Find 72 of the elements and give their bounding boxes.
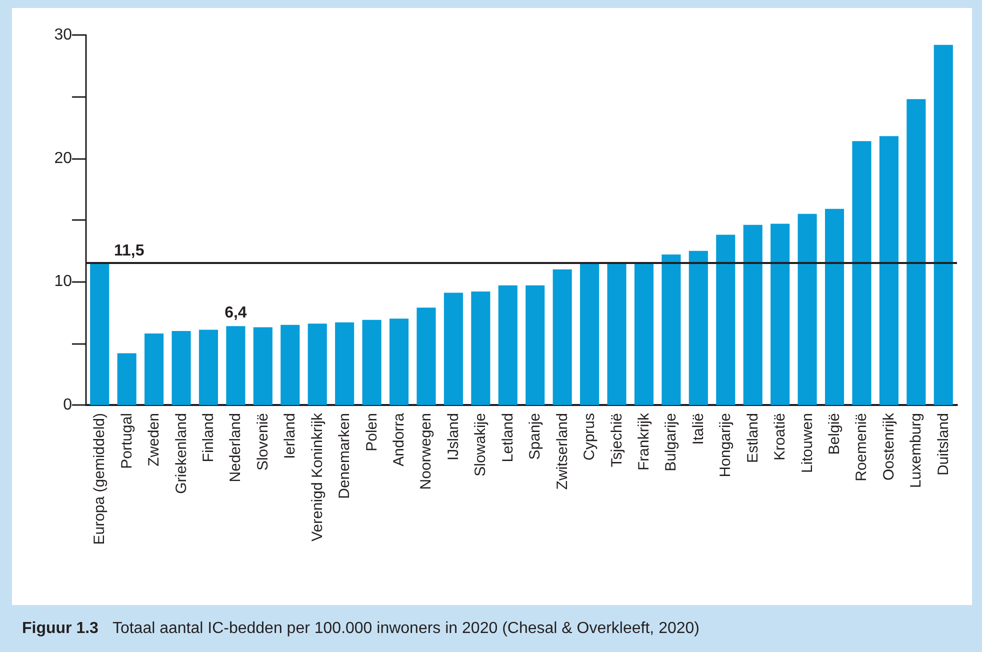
bar [471, 292, 490, 405]
bar [498, 285, 518, 405]
x-tick-label: Duitsland [934, 413, 952, 476]
bar [662, 254, 681, 405]
x-tick-label: Andorra [390, 412, 408, 466]
bar [117, 353, 136, 405]
x-tick-label: Griekenland [172, 413, 190, 494]
x-tick-label: Roemenië [853, 413, 870, 482]
y-tick-label: 0 [63, 396, 72, 414]
bar [335, 322, 354, 405]
x-tick-label: Hongarije [717, 413, 734, 478]
bar [580, 263, 600, 405]
bar [824, 208, 844, 405]
x-tick-label: Polen [363, 413, 380, 452]
bar [688, 250, 708, 405]
y-tick-label: 20 [54, 150, 72, 167]
bar [634, 263, 654, 405]
x-tick-label: Cyprus [581, 413, 598, 461]
x-tick-label: Ierland [282, 413, 299, 459]
bar [934, 44, 953, 405]
x-tick-label: Oostenrijk [880, 412, 898, 481]
x-tick-label: Estland [744, 413, 762, 464]
x-tick-label: IJsland [444, 413, 462, 461]
x-tick-label: Bulgarije [662, 413, 680, 472]
bar [743, 224, 762, 405]
x-tick-label: Denemarken [336, 413, 354, 499]
bar [198, 330, 218, 405]
bar [770, 224, 790, 405]
bar [362, 320, 382, 405]
bar [226, 326, 246, 405]
x-tick-label: Portugal [118, 413, 136, 469]
bar [280, 324, 300, 405]
x-tick-label: Noorwegen [418, 413, 435, 490]
x-tick-label: Zwitserland [554, 413, 571, 490]
x-tick-label: Luxemburg [908, 413, 925, 488]
bar [308, 324, 327, 405]
x-tick-label: Nederland [227, 413, 244, 482]
x-tick-label: Slowakije [472, 413, 490, 476]
bar [444, 292, 463, 405]
x-tick-label: Kroatië [772, 413, 789, 461]
bar [607, 263, 626, 405]
bar [716, 234, 736, 405]
bar [852, 141, 872, 405]
bar [253, 327, 272, 405]
bar [416, 308, 436, 405]
text: Totaal aantal IC-bedden per 100.000 inwoners in 2020 (Chesal & Overkleeft, 2020) [112, 620, 700, 637]
x-tick-label: Slovenië [254, 413, 272, 471]
x-tick-label: Frankrijk [635, 412, 652, 471]
x-tick-label: Finland [200, 413, 217, 462]
data-label: 6,4 [224, 304, 247, 322]
bar [906, 99, 926, 405]
bar [879, 136, 898, 405]
x-tick-label: Litouwen [798, 413, 816, 474]
x-tick-label: België [826, 413, 844, 455]
x-tick-label: Italië [690, 413, 707, 445]
bar [798, 214, 817, 405]
x-tick-label: Tsjechië [608, 413, 626, 468]
x-tick-label: Verenigd Koninkrijk [308, 412, 326, 542]
x-tick-label: Zweden [146, 413, 163, 466]
x-tick-label: Spanje [526, 413, 544, 460]
x-tick-label: Europa (gemiddeld) [91, 413, 108, 545]
bar [552, 269, 572, 405]
bar [172, 331, 191, 405]
bar [90, 263, 110, 405]
bar [526, 285, 545, 405]
bar [389, 318, 409, 405]
bar [144, 333, 164, 405]
y-tick-label: 10 [54, 273, 72, 290]
y-tick-label: 30 [54, 26, 72, 44]
text: Figuur 1.3 [22, 620, 98, 637]
ref-line-label: 11,5 [114, 242, 144, 260]
x-tick-label: Letland [499, 413, 516, 462]
